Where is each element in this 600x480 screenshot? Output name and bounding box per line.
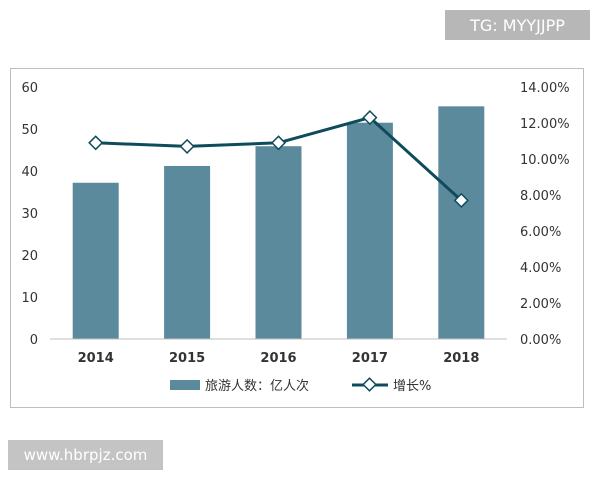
y-left-tick-label: 0 <box>30 333 38 348</box>
y-right-tick-label: 14.00% <box>520 81 570 96</box>
y-left-axis: 0 10 20 30 40 50 60 <box>21 81 38 348</box>
line-point-marker <box>453 192 469 208</box>
y-right-tick-label: 2.00% <box>520 297 561 312</box>
legend-bar-swatch <box>170 380 200 390</box>
watermark-top: TG: MYYJJPP <box>445 10 590 40</box>
bar-series <box>72 106 485 339</box>
line-series <box>88 110 469 208</box>
x-tick-label: 2014 <box>78 351 114 366</box>
line-point-marker <box>270 135 287 151</box>
watermark-bottom: www.hbrpjz.com <box>8 440 163 470</box>
line-point-marker <box>179 138 195 154</box>
y-right-tick-label: 0.00% <box>520 333 561 348</box>
y-left-tick-label: 60 <box>21 81 38 96</box>
legend-line-marker <box>362 377 377 392</box>
chart-frame <box>10 68 584 408</box>
y-left-tick-label: 50 <box>21 123 38 138</box>
x-tick-label: 2015 <box>169 351 205 366</box>
bar <box>255 146 302 339</box>
y-left-tick-label: 20 <box>21 249 38 264</box>
legend: 旅游人数：亿人次 增长% <box>170 377 431 394</box>
y-right-tick-label: 12.00% <box>520 117 570 132</box>
legend-bar-label: 旅游人数：亿人次 <box>205 378 309 394</box>
y-left-tick-label: 30 <box>21 207 38 222</box>
legend-line-label: 增长% <box>393 379 431 394</box>
y-right-tick-label: 4.00% <box>520 261 561 276</box>
y-right-tick-label: 10.00% <box>520 153 570 168</box>
bar <box>72 182 119 339</box>
y-left-tick-label: 40 <box>21 165 38 180</box>
x-tick-label: 2016 <box>260 351 296 366</box>
bar <box>164 165 211 339</box>
y-right-axis: 0.00% 2.00% 4.00% 6.00% 8.00% 10.00% 12.00% 14.… <box>520 81 570 348</box>
y-left-tick-label: 10 <box>21 291 38 306</box>
x-tick-label: 2017 <box>352 351 388 366</box>
x-tick-label: 2018 <box>443 351 479 366</box>
bar <box>438 106 485 339</box>
y-right-tick-label: 6.00% <box>520 225 561 240</box>
x-axis: 2014 2015 2016 2017 2018 <box>78 351 480 366</box>
line-point-marker <box>88 135 104 151</box>
bar <box>346 122 393 339</box>
y-right-tick-label: 8.00% <box>520 189 561 204</box>
line-point-marker <box>362 110 378 126</box>
